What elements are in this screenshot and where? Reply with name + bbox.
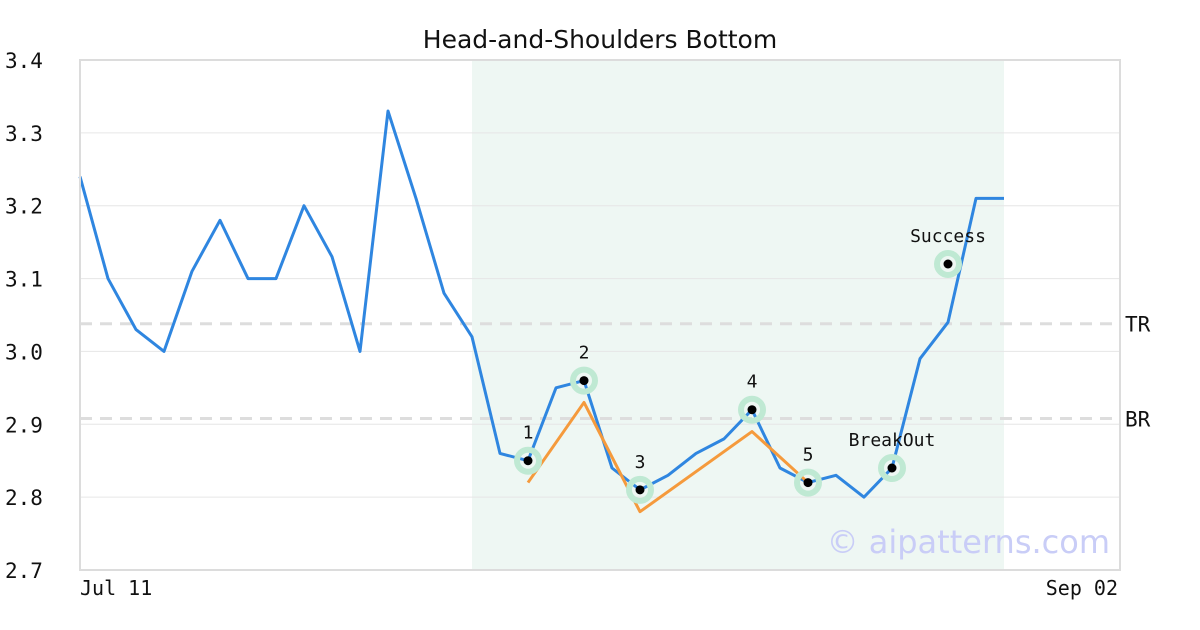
- level-label-tr: TR: [1125, 313, 1151, 337]
- y-tick-label: 2.9: [5, 413, 43, 437]
- marker-dot: [803, 478, 813, 488]
- annotation-marker: 3: [626, 452, 654, 504]
- marker-ring: [626, 475, 654, 504]
- y-tick-label: 3.3: [5, 122, 43, 146]
- marker-ring: [570, 366, 598, 395]
- marker-ring: [934, 250, 962, 278]
- y-tick-label: 2.7: [5, 559, 43, 583]
- marker-dot: [887, 463, 897, 473]
- annotation-label: 4: [747, 372, 758, 393]
- annotation-label: BreakOut: [849, 430, 936, 451]
- x-tick-label: Jul 11: [80, 576, 152, 600]
- annotation-label: 1: [523, 423, 534, 444]
- plot-frame: [79, 59, 1121, 571]
- annotation-marker: 4: [738, 372, 766, 424]
- x-tick-label: Sep 02: [1046, 576, 1118, 600]
- y-tick-label: 3.4: [5, 49, 43, 73]
- annotation-marker: BreakOut: [849, 430, 936, 482]
- y-tick-label: 3.0: [5, 340, 43, 364]
- annotation-label: 5: [803, 445, 814, 466]
- marker-ring: [794, 468, 822, 497]
- watermark: © aipatterns.com: [827, 523, 1110, 561]
- annotation-marker: 2: [570, 343, 598, 395]
- pattern-region: [472, 60, 1004, 570]
- chart-title: Head-and-Shoulders Bottom: [423, 25, 777, 54]
- marker-dot: [579, 376, 589, 386]
- y-tick-label: 3.1: [5, 268, 43, 292]
- marker-ring: [738, 395, 766, 424]
- annotation-marker: 5: [794, 445, 822, 497]
- marker-dot: [747, 405, 757, 415]
- y-tick-label: 2.8: [5, 486, 43, 510]
- annotation-label: Success: [910, 226, 986, 247]
- marker-dot: [943, 259, 953, 269]
- annotation-marker: Success: [910, 226, 986, 278]
- marker-dot: [635, 485, 645, 495]
- level-label-br: BR: [1125, 407, 1151, 431]
- annotation-label: 3: [635, 452, 646, 473]
- pattern-line: [526, 400, 810, 514]
- marker-ring: [514, 446, 542, 475]
- annotation-marker: 1: [514, 423, 542, 475]
- y-tick-label: 3.2: [5, 195, 43, 219]
- marker-dot: [523, 456, 533, 466]
- price-line: [78, 109, 1004, 499]
- marker-ring: [878, 454, 906, 482]
- annotation-label: 2: [579, 343, 590, 364]
